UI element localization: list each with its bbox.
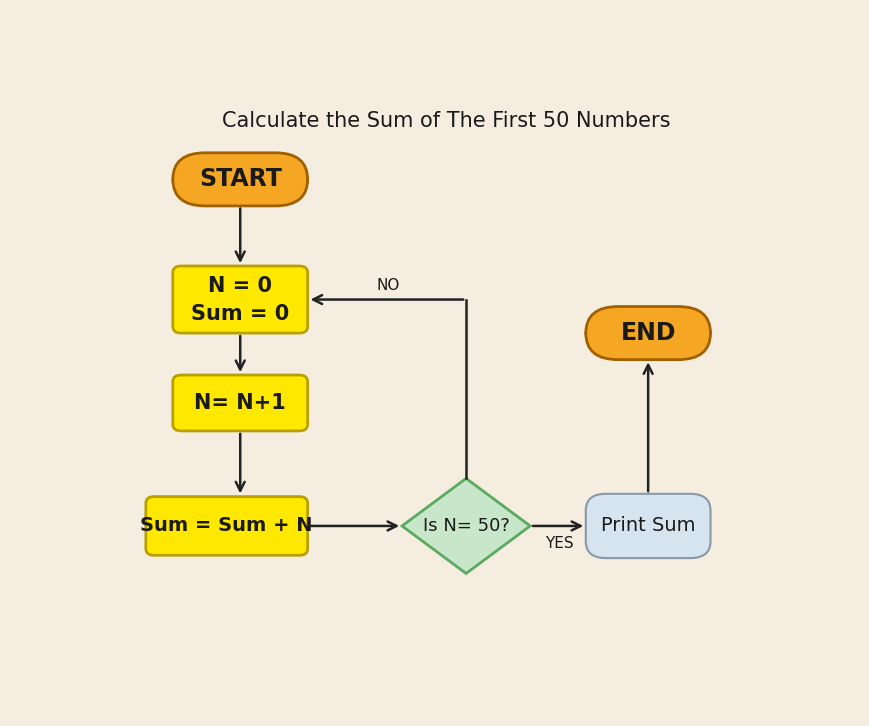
Text: YES: YES xyxy=(544,537,573,551)
FancyBboxPatch shape xyxy=(173,266,308,333)
FancyBboxPatch shape xyxy=(173,375,308,431)
Text: START: START xyxy=(198,168,282,192)
FancyBboxPatch shape xyxy=(585,306,710,359)
Text: Calculate the Sum of The First 50 Numbers: Calculate the Sum of The First 50 Number… xyxy=(222,110,669,131)
Text: Is N= 50?: Is N= 50? xyxy=(422,517,509,535)
Text: Sum = Sum + N: Sum = Sum + N xyxy=(140,516,313,536)
Polygon shape xyxy=(401,478,529,574)
Text: END: END xyxy=(620,321,675,345)
FancyBboxPatch shape xyxy=(146,497,308,555)
FancyBboxPatch shape xyxy=(173,152,308,206)
Text: N= N+1: N= N+1 xyxy=(194,393,286,413)
Text: Print Sum: Print Sum xyxy=(600,516,694,536)
Text: NO: NO xyxy=(376,278,400,293)
Text: N = 0
Sum = 0: N = 0 Sum = 0 xyxy=(191,276,289,324)
FancyBboxPatch shape xyxy=(585,494,710,558)
